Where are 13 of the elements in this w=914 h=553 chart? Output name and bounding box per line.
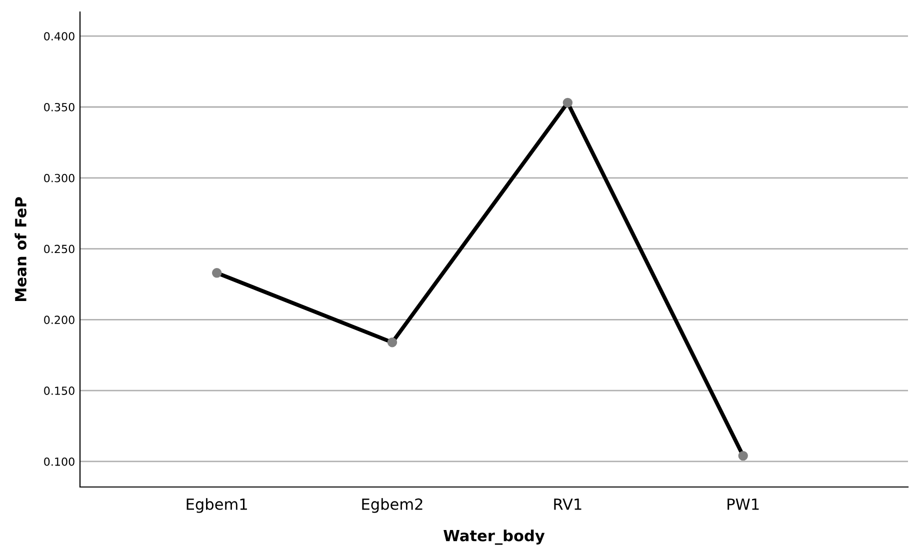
y-tick-label: 0.400	[44, 32, 74, 40]
y-tick-label: 0.300	[44, 174, 74, 182]
y-tick-label: 0.200	[44, 316, 74, 324]
x-tick-label: Egbem2	[362, 498, 422, 513]
x-tick-label: RV1	[554, 498, 582, 510]
y-axis-title: Mean of FeP	[14, 197, 26, 302]
x-tick-label: PW1	[728, 498, 759, 510]
y-tick-label: 0.100	[44, 457, 74, 466]
y-tick-label: 0.250	[44, 244, 74, 254]
y-tick-label: 0.150	[44, 386, 74, 395]
x-axis-title: Water_body	[444, 530, 545, 545]
x-tick-label: Egbem1	[186, 498, 247, 513]
y-tick-label: 0.350	[44, 102, 74, 112]
